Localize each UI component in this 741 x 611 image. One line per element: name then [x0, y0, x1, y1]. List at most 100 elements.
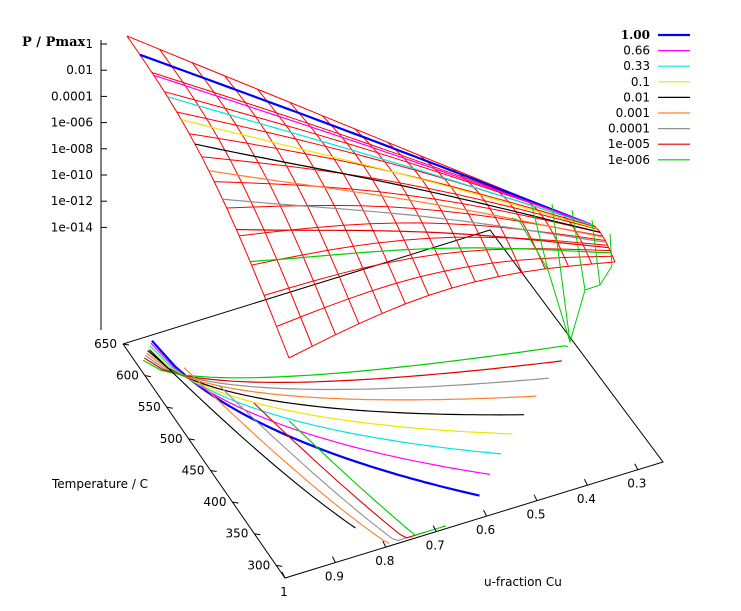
mesh-line [354, 128, 453, 289]
mesh-line [387, 141, 476, 282]
projected-contours [143, 339, 568, 544]
y-tick-label: 400 [204, 495, 227, 509]
surface-contour [139, 53, 586, 224]
mesh-line [239, 222, 606, 241]
x-tick-label: 0.7 [426, 539, 445, 553]
legend-label: 1e-006 [608, 153, 650, 167]
x-tick-mark [483, 509, 488, 517]
contour-line [149, 349, 356, 529]
legend-label: 0.1 [631, 75, 650, 89]
y-tick-mark [166, 406, 173, 409]
legend-label: 0.01 [623, 90, 650, 104]
y-tick-label: 500 [160, 432, 183, 446]
surface-mesh-tail [511, 217, 521, 223]
surface-contour [236, 228, 609, 249]
legend-label: 0.66 [623, 44, 650, 58]
legend-label: 1e-005 [608, 137, 650, 151]
surface-contour [250, 247, 612, 263]
mesh-line [224, 75, 360, 324]
y-tick-mark [188, 438, 195, 441]
x-tick-label: 0.3 [627, 477, 646, 491]
contour-line [149, 345, 502, 455]
mesh-line [201, 156, 598, 230]
y-axis-label: Temperature / C [51, 477, 148, 491]
z-axis: P / Pmax 1 0.01 0.0001 1e-006 1e-008 1e-010 1e… [22, 35, 107, 330]
contour-line [150, 342, 491, 475]
y-tick-mark [210, 469, 217, 472]
x-tick-label: 0.6 [476, 523, 495, 537]
surface-mesh-tail [551, 203, 571, 343]
x-tick-label: 0.9 [325, 570, 344, 584]
floor-outline [122, 229, 664, 579]
surface-mesh-tail [609, 233, 613, 267]
surface-mesh-tail [591, 219, 601, 286]
mesh-line [164, 91, 591, 225]
surface-mesh-tail [531, 205, 549, 271]
mesh-line [256, 88, 383, 314]
x-tick-mark [432, 525, 437, 532]
legend-label: 0.33 [623, 59, 650, 73]
surface-contour [167, 96, 594, 226]
y-tick-mark [276, 564, 283, 567]
y-tick-label: 300 [247, 558, 270, 572]
x-axis-label: u-fraction Cu [484, 575, 562, 589]
x-tick-label: 1 [280, 585, 288, 599]
surface-mesh-tail [519, 221, 613, 344]
surface-contour [222, 198, 607, 243]
mesh-line [263, 248, 611, 296]
y-tick-label: 450 [182, 463, 205, 477]
z-axis-label: P / Pmax [22, 35, 86, 50]
mesh-line [322, 115, 430, 296]
z-tick-label: 1e-014 [51, 220, 93, 234]
x-tick-label: 0.5 [526, 508, 545, 522]
x-tick-mark [634, 463, 639, 470]
legend-label: 0.001 [616, 106, 650, 120]
y-tick-label: 550 [138, 400, 161, 414]
contour-line [148, 347, 513, 435]
contour-line [147, 350, 525, 416]
mesh-line [159, 49, 313, 347]
y-tick-mark [254, 533, 261, 536]
x-tick-mark [382, 540, 387, 548]
y-axis: Temperature / C 300 350 400 450 500 550 600 650 [51, 337, 283, 572]
contour-line [144, 357, 562, 383]
y-tick-mark [122, 343, 130, 346]
x-tick-label: 0.4 [577, 492, 596, 506]
y-tick-label: 650 [94, 337, 117, 351]
y-tick-mark [232, 501, 239, 504]
z-tick-label: 1e-010 [51, 168, 93, 182]
x-tick-mark [583, 478, 588, 486]
x-axis: u-fraction Cu 1 0.9 0.8 0.7 0.6 0.5 0.4 0.3 [280, 463, 646, 599]
x-tick-mark [533, 494, 538, 501]
legend-label: 0.0001 [608, 122, 650, 136]
z-tick-label: 1e-008 [51, 142, 93, 156]
x-tick-mark [281, 571, 286, 579]
contour-line [151, 339, 480, 497]
contour-line [145, 355, 549, 391]
surface-mesh-tail [571, 209, 586, 291]
contour-line [183, 367, 390, 544]
mesh-line [251, 236, 608, 266]
x-tick-mark [331, 556, 336, 563]
z-tick-label: 1 [85, 37, 93, 51]
mesh-line [214, 181, 601, 233]
surface-contour [153, 74, 590, 225]
mesh-line [289, 102, 406, 305]
z-tick-label: 1e-012 [51, 194, 93, 208]
z-tick-label: 1e-006 [51, 116, 93, 130]
z-tick-label: 0.0001 [51, 89, 93, 103]
z-tick-label: 0.01 [66, 63, 93, 77]
surface-contour [208, 170, 604, 238]
contour-line [143, 345, 568, 379]
floor-frame [122, 229, 664, 579]
contour-line [288, 420, 447, 536]
legend-label: 1.00 [621, 28, 650, 42]
y-tick-label: 600 [116, 369, 139, 383]
y-tick-label: 350 [225, 527, 248, 541]
probability-surface [126, 35, 616, 359]
contour-line [146, 352, 537, 401]
y-tick-mark [144, 375, 151, 378]
x-tick-label: 0.8 [375, 554, 394, 568]
